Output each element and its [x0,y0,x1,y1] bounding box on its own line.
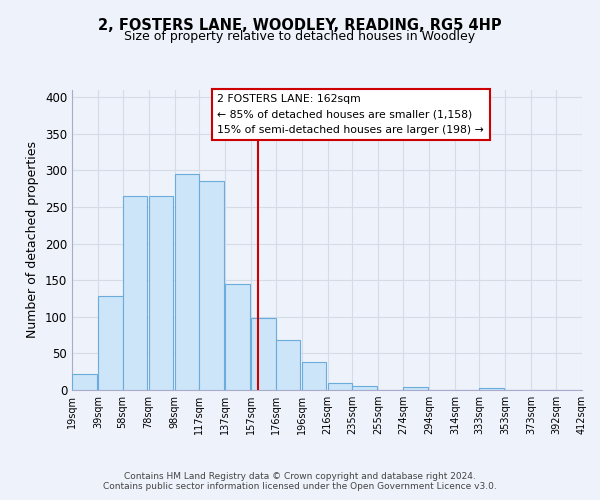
Bar [302,362,326,390]
Bar [175,174,199,390]
Text: Contains public sector information licensed under the Open Government Licence v3: Contains public sector information licen… [103,482,497,491]
Bar [352,386,377,390]
Bar [276,340,301,390]
Bar [479,388,504,390]
Bar [199,182,224,390]
Text: Contains HM Land Registry data © Crown copyright and database right 2024.: Contains HM Land Registry data © Crown c… [124,472,476,481]
Bar [98,296,122,390]
Bar [328,384,352,390]
Text: Size of property relative to detached houses in Woodley: Size of property relative to detached ho… [124,30,476,43]
Text: 2, FOSTERS LANE, WOODLEY, READING, RG5 4HP: 2, FOSTERS LANE, WOODLEY, READING, RG5 4… [98,18,502,32]
Bar [72,374,97,390]
Bar [251,318,276,390]
Bar [403,387,428,390]
Y-axis label: Number of detached properties: Number of detached properties [26,142,40,338]
Bar [225,284,250,390]
Bar [149,196,173,390]
Text: 2 FOSTERS LANE: 162sqm
← 85% of detached houses are smaller (1,158)
15% of semi-: 2 FOSTERS LANE: 162sqm ← 85% of detached… [217,94,484,135]
Bar [122,196,147,390]
